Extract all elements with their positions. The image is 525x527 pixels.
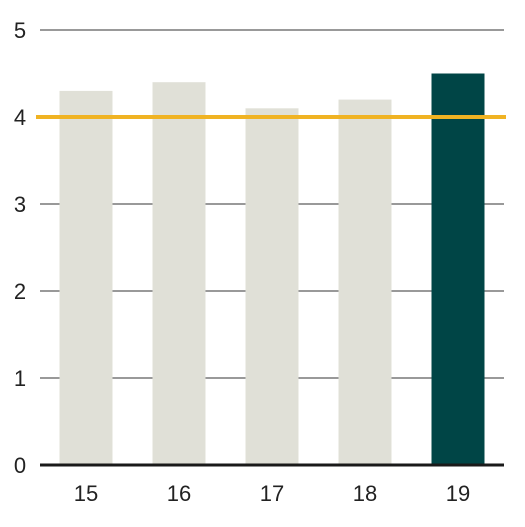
y-tick-label-4: 4: [14, 105, 26, 130]
bar-15: [59, 90, 113, 466]
x-tick-label-16: 16: [167, 481, 191, 506]
bars: [59, 73, 485, 466]
y-tick-label-5: 5: [14, 18, 26, 43]
y-tick-label-2: 2: [14, 279, 26, 304]
y-axis-tick-labels: 0 1 2 3 4 5: [14, 18, 26, 478]
y-tick-label-3: 3: [14, 192, 26, 217]
y-tick-label-1: 1: [14, 366, 26, 391]
y-tick-label-0: 0: [14, 453, 26, 478]
x-tick-label-18: 18: [353, 481, 377, 506]
bar-16: [152, 82, 206, 465]
bar-18: [338, 99, 392, 465]
bar-19: [431, 73, 485, 465]
x-tick-label-17: 17: [260, 481, 284, 506]
x-axis-tick-labels: 15 16 17 18 19: [74, 481, 470, 506]
x-tick-label-15: 15: [74, 481, 98, 506]
x-tick-label-19: 19: [446, 481, 470, 506]
bar-17: [245, 108, 299, 466]
